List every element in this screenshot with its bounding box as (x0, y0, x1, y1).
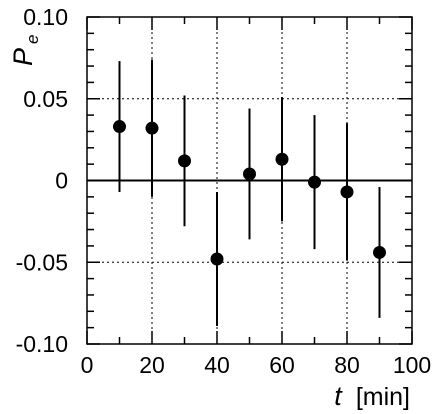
x-tick-label: 60 (269, 352, 295, 378)
axis-ticks (86, 16, 413, 345)
data-point (210, 252, 224, 266)
x-tick-label: 20 (139, 352, 165, 378)
y-tick-label: 0.05 (23, 86, 68, 112)
x-axis-unit: [min] (356, 383, 410, 411)
y-axis-label: P e (8, 35, 42, 66)
y-axis-subscript: e (23, 35, 42, 44)
data-point (113, 120, 126, 134)
x-tick-labels: 0 20 40 60 80 100 (81, 352, 432, 378)
y-tick-labels: -0.10 -0.05 0 0.05 0.10 (16, 4, 68, 357)
data-point (275, 152, 289, 166)
error-bars (118, 59, 381, 327)
x-tick-label: 80 (334, 352, 360, 378)
y-tick-label: 0 (55, 168, 68, 194)
data-point (243, 167, 256, 181)
x-tick-label: 100 (393, 352, 431, 378)
data-point (178, 154, 191, 168)
x-axis-label: t [min] (334, 381, 410, 411)
data-points (113, 120, 386, 266)
y-tick-label: 0.10 (23, 4, 68, 30)
x-tick-label: 0 (81, 352, 94, 378)
y-tick-label: -0.05 (16, 249, 68, 275)
y-axis-symbol: P (8, 48, 38, 66)
x-tick-label: 40 (204, 352, 230, 378)
data-point (373, 245, 386, 259)
y-tick-label: -0.10 (16, 331, 68, 357)
data-point (145, 121, 159, 135)
grid-lines (87, 17, 412, 344)
x-axis-symbol: t (334, 381, 343, 411)
data-point (340, 185, 354, 199)
data-point (308, 175, 321, 189)
svg-text:P e: P e (8, 35, 42, 66)
